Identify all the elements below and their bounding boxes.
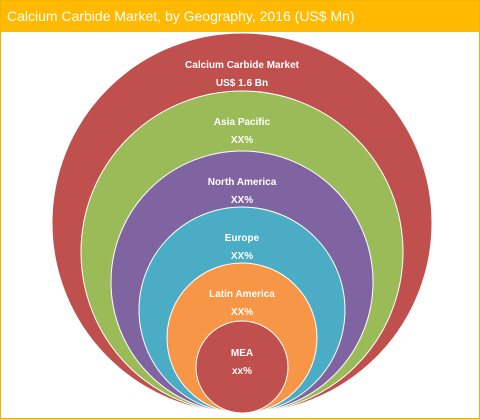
chart-title: Calcium Carbide Market, by Geography, 20… <box>1 1 479 32</box>
value-asia-pacific: XX% <box>231 135 253 146</box>
circle-mea <box>195 320 289 414</box>
chart-area: Calcium Carbide Market US$ 1.6 Bn Asia Pac… <box>1 32 479 418</box>
nested-circle-chart: Calcium Carbide Market US$ 1.6 Bn Asia Pac… <box>51 32 433 414</box>
value-mea: xx% <box>232 366 252 377</box>
value-europe: XX% <box>231 251 253 262</box>
value-north-america: XX% <box>231 195 253 206</box>
label-calcium-carbide-market: Calcium Carbide Market <box>185 60 300 71</box>
label-europe: Europe <box>225 233 260 244</box>
label-latin-america: Latin America <box>209 289 275 300</box>
label-north-america: North America <box>208 177 277 188</box>
label-asia-pacific: Asia Pacific <box>214 117 271 128</box>
value-calcium-carbide-market: US$ 1.6 Bn <box>216 78 268 89</box>
label-mea: MEA <box>231 348 253 359</box>
value-latin-america: XX% <box>231 307 253 318</box>
